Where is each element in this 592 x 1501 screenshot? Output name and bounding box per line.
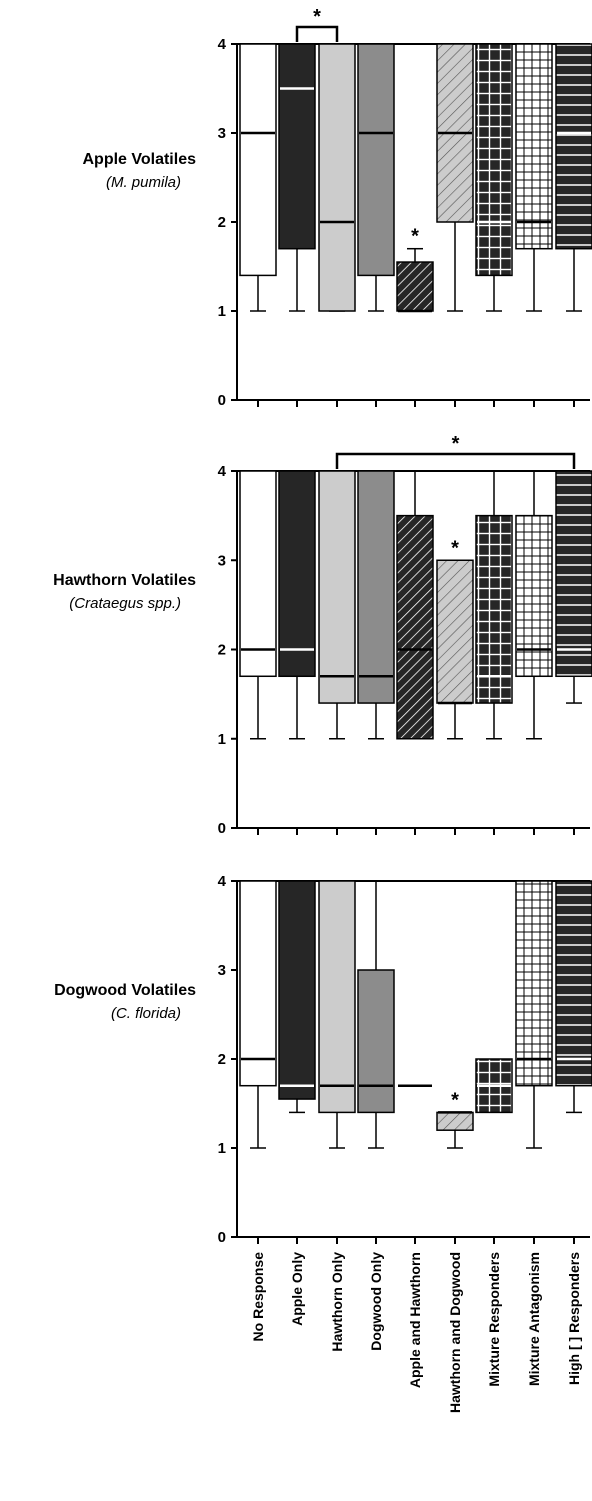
box-body (239, 470, 277, 678)
box-4 (357, 43, 395, 312)
box-body (239, 43, 277, 277)
box-4 (357, 470, 395, 740)
y-tick-label: 3 (218, 962, 226, 979)
y-tick-label: 4 (218, 36, 227, 53)
box-body (278, 43, 316, 250)
y-tick-label: 2 (218, 1051, 226, 1068)
y-tick-label: 1 (218, 731, 226, 748)
box-7 (475, 43, 513, 312)
category-label: Apple Only (289, 1252, 305, 1326)
box-1 (239, 880, 277, 1149)
panel-title: Apple Volatiles (82, 151, 196, 168)
box-body (318, 43, 356, 312)
y-tick-label: 3 (218, 552, 226, 569)
box-body (357, 43, 395, 277)
box-body (318, 880, 356, 1114)
y-tick-label: 4 (218, 463, 227, 480)
box-8 (515, 43, 553, 312)
box-body (515, 514, 553, 678)
y-tick-label: 1 (218, 1140, 226, 1157)
significance-star: * (451, 1089, 459, 1111)
box-body (357, 969, 395, 1114)
y-tick-label: 0 (218, 392, 226, 409)
box-3 (318, 880, 356, 1149)
y-tick-label: 2 (218, 214, 226, 231)
box-6 (436, 43, 474, 312)
bracket-star: * (452, 433, 460, 455)
category-label: Hawthorn and Dogwood (447, 1252, 463, 1413)
y-tick-label: 3 (218, 125, 226, 142)
y-tick-label: 2 (218, 642, 226, 659)
box-5: * (396, 226, 434, 313)
box-2 (278, 880, 316, 1114)
category-label: No Response (250, 1252, 266, 1342)
panel-subtitle: (C. florida) (111, 1005, 181, 1022)
box-6: * (436, 1089, 474, 1149)
box-5 (396, 470, 434, 740)
y-tick-label: 0 (218, 820, 226, 837)
y-tick-label: 4 (218, 873, 227, 890)
box-3 (318, 470, 356, 740)
bracket-star: * (313, 6, 321, 28)
box-body (396, 514, 434, 740)
box-6: * (436, 537, 474, 740)
category-label: Apple and Hawthorn (407, 1252, 423, 1388)
box-9 (555, 470, 592, 704)
significance-bracket (335, 452, 576, 469)
box-body (396, 261, 434, 312)
box-body (475, 514, 513, 704)
panel-title: Hawthorn Volatiles (53, 572, 196, 589)
category-label: Dogwood Only (368, 1252, 384, 1351)
box-7 (475, 1058, 513, 1114)
box-8 (515, 880, 553, 1149)
box-body (278, 470, 316, 678)
box-1 (239, 43, 277, 312)
panel-title: Dogwood Volatiles (54, 982, 196, 999)
box-body (515, 43, 553, 250)
significance-bracket (295, 25, 339, 42)
box-body (436, 1111, 474, 1131)
box-body (555, 880, 592, 1087)
significance-star: * (451, 537, 459, 559)
box-body (475, 43, 513, 277)
y-tick-label: 1 (218, 303, 226, 320)
box-9 (555, 880, 592, 1114)
box-body (436, 559, 474, 704)
box-9 (555, 43, 592, 312)
category-label: High [ ] Responders (566, 1252, 582, 1385)
box-body (239, 880, 277, 1087)
box-body (515, 880, 553, 1087)
panel-subtitle: (M. pumila) (106, 174, 181, 191)
box-7 (475, 470, 513, 740)
category-label: Mixture Responders (486, 1252, 502, 1387)
box-2 (278, 470, 316, 740)
box-body (555, 43, 592, 250)
box-body (278, 880, 316, 1100)
category-label: Mixture Antagonism (526, 1252, 542, 1386)
panel-subtitle: (Crataegus spp.) (69, 595, 181, 612)
box-body (318, 470, 356, 704)
box-2 (278, 43, 316, 312)
category-label: Hawthorn Only (329, 1252, 345, 1352)
significance-star: * (411, 226, 419, 248)
box-body (555, 470, 592, 678)
y-tick-label: 0 (218, 1229, 226, 1246)
box-1 (239, 470, 277, 740)
box-body (357, 470, 395, 704)
box-8 (515, 470, 553, 740)
box-4 (357, 880, 395, 1149)
box-3 (318, 43, 356, 312)
